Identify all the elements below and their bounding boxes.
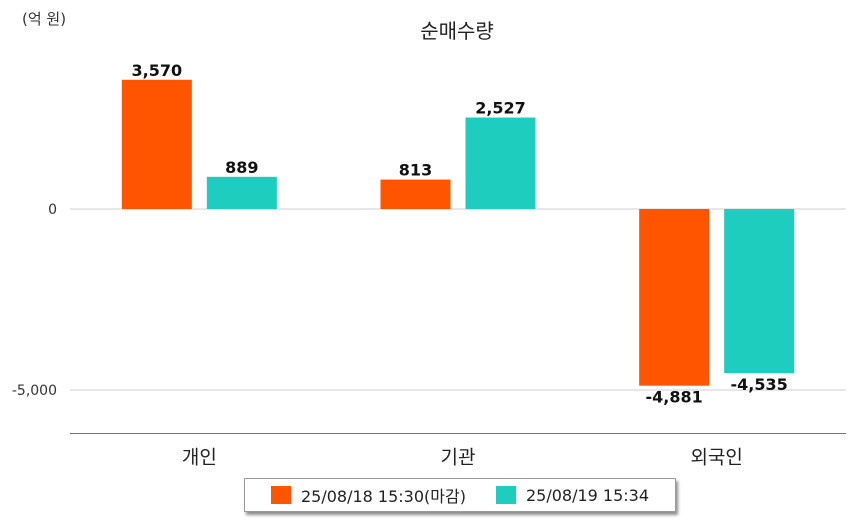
bar-series-1 [380,179,451,209]
data-label: 813 [399,161,432,180]
unit-label: (억 원) [22,10,67,28]
bar-series-1 [121,79,192,210]
legend-swatch-series-1 [270,486,291,504]
y-tick-label: -5,000 [12,383,57,399]
legend-label-series-2: 25/08/19 15:34 [525,485,650,505]
bar-series-2 [206,176,277,209]
data-label: -4,535 [731,375,788,394]
x-category-label: 기관 [441,446,476,468]
chart-title: 순매수량 [420,19,494,43]
bar-series-2 [465,117,536,209]
data-label: 2,527 [475,99,526,118]
bar-chart: 순매수량 0 -5,000 3,570 889 개인 813 2,527 기관 -4,881 -4… [12,19,846,468]
chart-legend: 25/08/18 15:30(마감) 25/08/19 15:34 [244,478,676,512]
legend-label-series-1: 25/08/18 15:30(마감) [300,487,466,506]
x-category-label: 개인 [182,446,217,468]
legend-item-series-2[interactable]: 25/08/19 15:34 [495,485,650,505]
x-category-label: 외국인 [690,446,742,468]
data-label: -4,881 [646,388,703,407]
y-tick-label: 0 [48,202,57,218]
bar-series-2 [724,209,795,374]
data-label: 889 [225,158,258,177]
legend-swatch-series-2 [495,486,516,504]
legend-item-series-1[interactable]: 25/08/18 15:30(마감) [270,483,466,507]
bar-series-1 [639,209,710,386]
data-label: 3,570 [132,61,183,80]
